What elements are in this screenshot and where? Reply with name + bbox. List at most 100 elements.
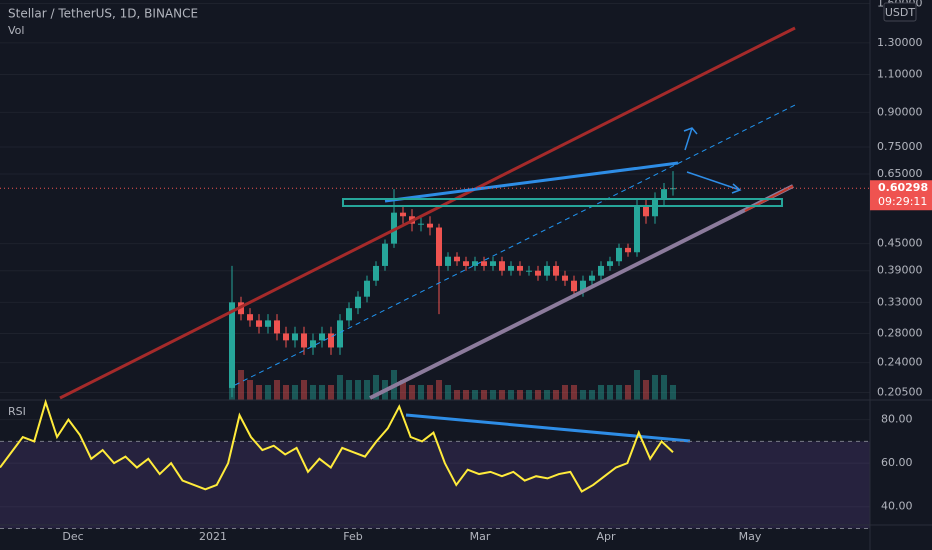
candle-body bbox=[265, 320, 271, 327]
channel-upper bbox=[59, 26, 796, 400]
volume-bar bbox=[652, 375, 658, 400]
candle-body bbox=[508, 265, 514, 271]
candle-body bbox=[625, 247, 631, 253]
volume-bar bbox=[643, 380, 649, 400]
candle-body bbox=[328, 333, 334, 348]
candle-body bbox=[346, 308, 352, 321]
y-tick-label: 1.30000 bbox=[877, 36, 923, 49]
x-tick-label: Feb bbox=[343, 530, 362, 543]
y-tick-label: 80.00 bbox=[881, 413, 913, 426]
y-tick-label: 0.20500 bbox=[877, 385, 923, 398]
channel-lower bbox=[369, 184, 794, 400]
candle-body bbox=[364, 280, 370, 297]
candle-body bbox=[472, 261, 478, 266]
volume-bar bbox=[274, 380, 280, 400]
candle-body bbox=[445, 256, 451, 266]
volume-bar bbox=[454, 390, 460, 400]
candle-body bbox=[436, 227, 442, 266]
y-tick-label: 60.00 bbox=[881, 456, 913, 469]
candle-body bbox=[292, 333, 298, 341]
volume-bar bbox=[409, 385, 415, 400]
rsi-trend-line bbox=[405, 413, 691, 443]
volume-bar bbox=[283, 385, 289, 400]
y-tick-label: 0.39000 bbox=[877, 264, 923, 277]
candle-body bbox=[382, 243, 388, 266]
volume-bar bbox=[238, 370, 244, 400]
candle-body bbox=[643, 205, 649, 217]
resistance-zone bbox=[342, 198, 783, 207]
candle-body bbox=[337, 320, 343, 348]
candle-body bbox=[427, 223, 433, 228]
candle-body bbox=[607, 261, 613, 266]
axes: 0.20500 0.24000 0.28000 0.33000 0.39000 0.450… bbox=[62, 0, 922, 543]
y-tick-label: 40.00 bbox=[881, 500, 913, 513]
volume-bar bbox=[346, 380, 352, 400]
volume-bar bbox=[625, 385, 631, 400]
candle-body bbox=[535, 270, 541, 276]
volume-bar bbox=[292, 385, 298, 400]
volume-bar bbox=[301, 380, 307, 400]
volume-bar bbox=[400, 380, 406, 400]
volume-bar bbox=[427, 385, 433, 400]
trend-line bbox=[384, 161, 679, 203]
volume-bar bbox=[445, 385, 451, 400]
y-tick-label: 0.65000 bbox=[877, 167, 923, 180]
volume-bar bbox=[247, 380, 253, 400]
candle-body bbox=[589, 275, 595, 281]
candle-body bbox=[229, 302, 235, 388]
volume-bar bbox=[337, 375, 343, 400]
volume-bar bbox=[634, 370, 640, 400]
currency: USDT bbox=[885, 6, 916, 19]
volume-bar bbox=[364, 380, 370, 400]
countdown: 09:29:11 bbox=[878, 195, 927, 208]
currency-box[interactable] bbox=[883, 2, 917, 22]
volume-bar bbox=[544, 390, 550, 400]
volume-bar bbox=[526, 390, 532, 400]
rsi-line bbox=[0, 398, 674, 493]
volume-label: Vol bbox=[8, 24, 24, 37]
volume-bar bbox=[571, 385, 577, 400]
y-tick-label: 1.10000 bbox=[877, 67, 923, 80]
y-tick-label: 0.90000 bbox=[877, 105, 923, 118]
chart-title: Stellar / TetherUS, 1D, BINANCE bbox=[8, 7, 198, 21]
candle-body bbox=[301, 333, 307, 348]
rsi-band bbox=[0, 441, 870, 529]
volume-bar bbox=[607, 385, 613, 400]
candle-body bbox=[571, 280, 577, 292]
candle-body bbox=[634, 205, 640, 253]
volume-bar bbox=[616, 385, 622, 400]
volume-bar bbox=[472, 390, 478, 400]
volume-bar bbox=[589, 390, 595, 400]
candle-body bbox=[544, 265, 550, 276]
volume-bar bbox=[463, 390, 469, 400]
last-price-box bbox=[870, 180, 932, 211]
x-tick-label: Dec bbox=[62, 530, 83, 543]
x-tick-label: 2021 bbox=[199, 530, 227, 543]
arrow-right bbox=[686, 171, 742, 194]
candle-body bbox=[283, 333, 289, 341]
candle-body bbox=[391, 212, 397, 244]
arrow-up bbox=[683, 127, 698, 151]
candle-body bbox=[319, 333, 325, 341]
candle-body bbox=[553, 265, 559, 276]
candle-body bbox=[418, 223, 424, 225]
y-tick-label: 0.45000 bbox=[877, 237, 923, 250]
x-tick-label: Apr bbox=[596, 530, 616, 543]
volume-bar bbox=[436, 380, 442, 400]
grid bbox=[0, 3, 870, 508]
volume-bar bbox=[517, 390, 523, 400]
volume-bar bbox=[580, 390, 586, 400]
candle-body bbox=[247, 314, 253, 321]
candle-body bbox=[580, 280, 586, 292]
candle-body bbox=[355, 296, 361, 309]
volume-bar bbox=[535, 390, 541, 400]
candles bbox=[229, 171, 676, 400]
x-tick-label: Mar bbox=[470, 530, 491, 543]
x-tick-label: May bbox=[739, 530, 762, 543]
y-tick-label: 0.24000 bbox=[877, 356, 923, 369]
volume-bar bbox=[553, 390, 559, 400]
candle-body bbox=[463, 261, 469, 266]
volume-bar bbox=[355, 380, 361, 400]
candle-body bbox=[499, 261, 505, 271]
